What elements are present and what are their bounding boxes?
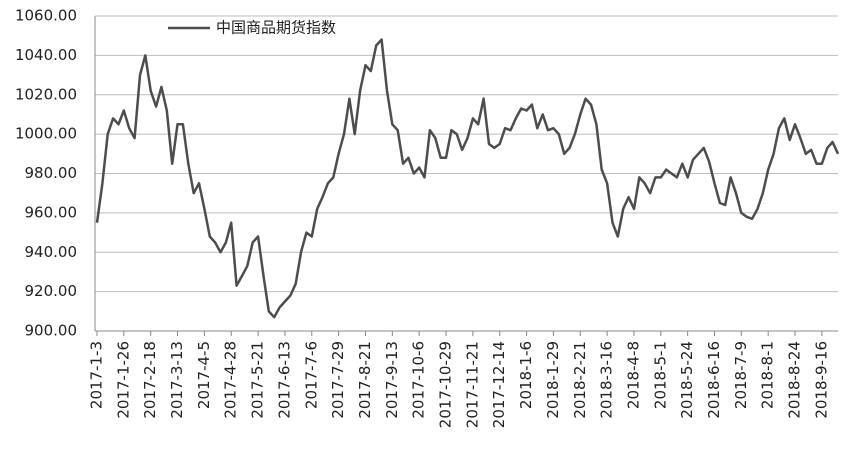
x-tick-label: 2018-5-24 [678,341,696,419]
x-tick-label: 2017-12-14 [490,341,508,428]
x-tick-label: 2018-5-1 [651,341,669,409]
x-tick-label: 2017-4-5 [195,341,213,409]
x-tick-label: 2017-9-13 [383,341,401,419]
x-tick-label: 2017-10-6 [410,341,428,419]
y-tick-label: 920.00 [25,282,78,300]
y-tick-label: 940.00 [25,243,78,261]
y-tick-label: 1060.00 [15,7,77,25]
x-tick-label: 2018-1-6 [517,341,535,409]
line-series [95,38,840,319]
x-tick-label: 2017-3-13 [168,341,186,419]
y-tick-label: 1040.00 [15,46,77,64]
x-tick-label: 2017-10-29 [437,341,455,428]
x-tick-label: 2018-8-24 [786,341,804,419]
x-tick-label: 2018-4-8 [624,341,642,409]
x-tick-label: 2018-7-9 [732,341,750,409]
x-tick-label: 2018-1-29 [544,341,562,419]
x-tick-label: 2017-5-21 [249,341,267,419]
y-tick-label: 1000.00 [15,125,77,143]
x-tick-label: 2018-9-16 [812,341,830,419]
x-tick-label: 2017-6-13 [275,341,293,419]
x-tick-label: 2018-8-1 [759,341,777,409]
y-tick-label: 980.00 [25,164,78,182]
x-tick-label: 2017-7-6 [302,341,320,409]
x-tick-label: 2017-7-29 [329,341,347,419]
x-tick-label: 2018-2-21 [571,341,589,419]
x-tick-label: 2018-3-16 [598,341,616,419]
y-tick-label: 960.00 [25,203,78,221]
x-tick-label: 2017-8-21 [356,341,374,419]
y-tick-label: 1020.00 [15,85,77,103]
x-tick-label: 2017-11-21 [463,341,481,428]
x-tick-label: 2017-2-18 [141,341,159,419]
x-tick-label: 2018-6-16 [705,341,723,419]
x-tick-label: 2017-4-28 [222,341,240,419]
x-tick-label: 2017-1-3 [88,341,106,409]
x-tick-label: 2017-1-26 [114,341,132,419]
legend-label: 中国商品期货指数 [216,19,336,37]
y-tick-label: 900.00 [25,322,78,340]
